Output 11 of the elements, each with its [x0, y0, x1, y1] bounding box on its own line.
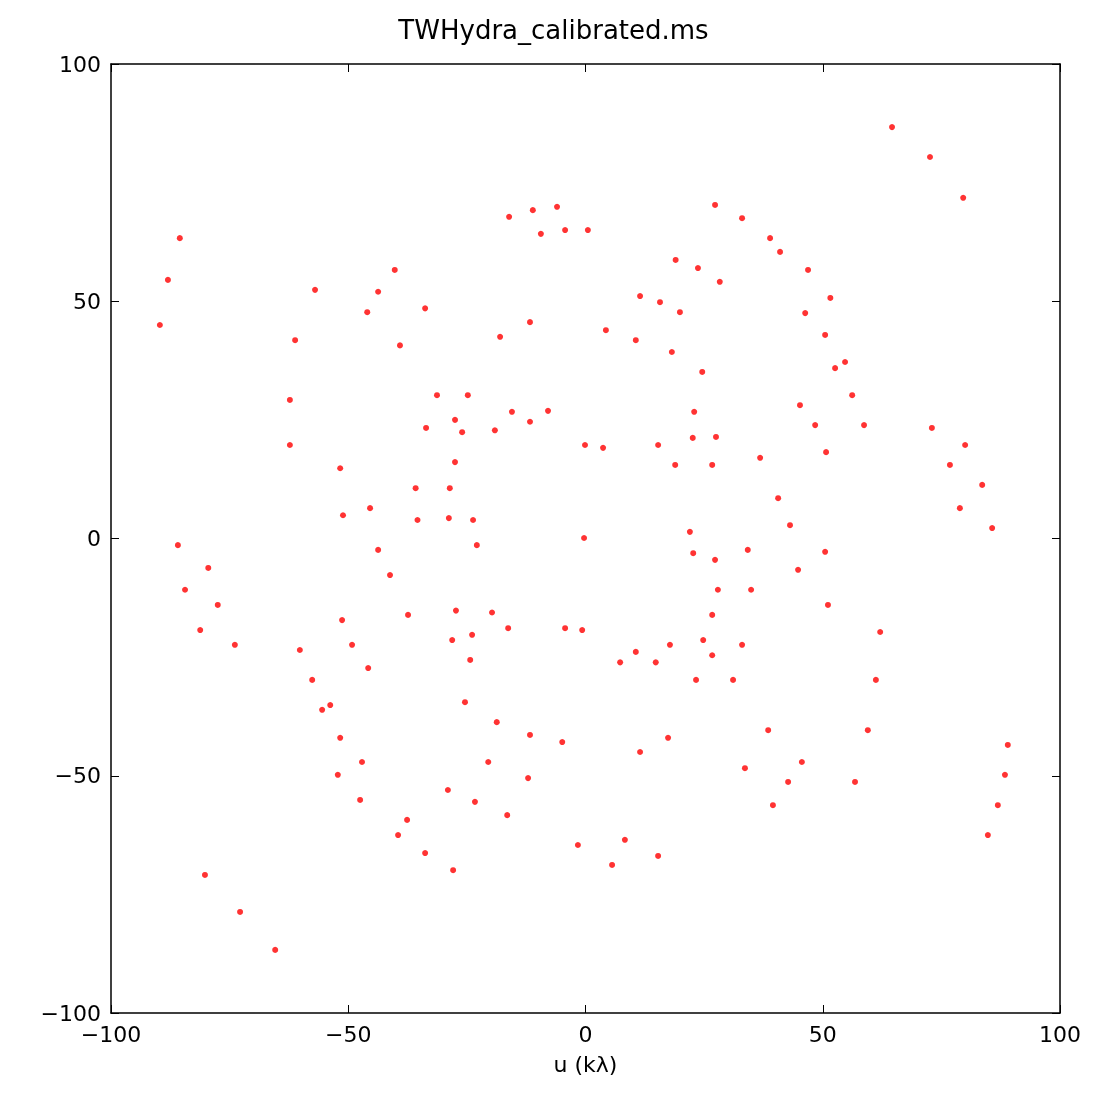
x-tick-label: 100	[1039, 1021, 1081, 1047]
x-tick-label: −50	[325, 1021, 372, 1047]
y-tick-label: −100	[40, 1000, 101, 1026]
x-axis-title: u (kλ)	[553, 1051, 618, 1077]
x-tick-label: 0	[578, 1021, 593, 1047]
y-tick-label: −50	[54, 763, 101, 789]
y-tick-label: 50	[73, 288, 101, 314]
y-tick-label: 100	[59, 51, 101, 77]
y-tick-label: 0	[87, 526, 101, 551]
chart-title: TWHydra_calibrated.ms	[397, 15, 709, 45]
x-tick-label: 50	[808, 1021, 837, 1047]
